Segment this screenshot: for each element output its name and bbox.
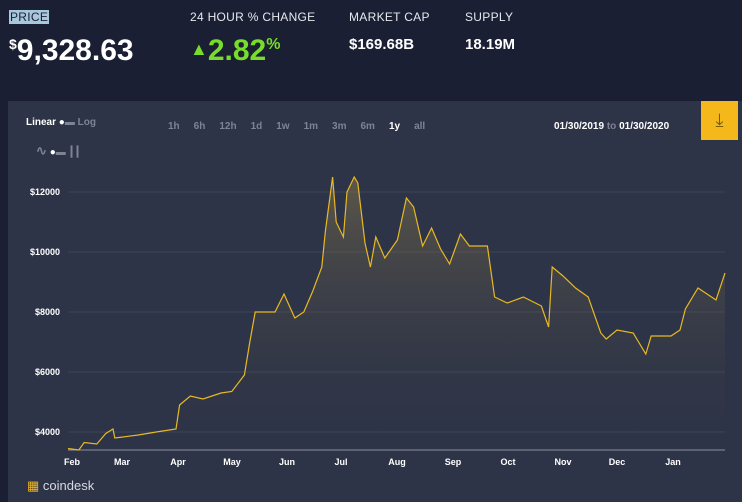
download-button[interactable]: ⤓ xyxy=(701,101,738,140)
arrow-up-icon: ▲ xyxy=(190,39,208,59)
x-tick-label: Jul xyxy=(334,457,347,467)
range-1m[interactable]: 1m xyxy=(303,121,319,132)
date-to-word: to xyxy=(606,121,617,132)
market-cap-stat: MARKET CAP $169.68B xyxy=(349,10,430,53)
x-tick-label: Feb xyxy=(64,457,81,467)
scale-toggle[interactable]: Linear ●▬ Log xyxy=(26,117,96,128)
x-tick-label: Nov xyxy=(554,457,571,467)
range-all[interactable]: all xyxy=(414,121,426,132)
download-icon: ⤓ xyxy=(715,110,724,130)
range-12h[interactable]: 12h xyxy=(219,121,237,132)
coindesk-logo-icon: ▦ xyxy=(27,478,40,493)
price-line xyxy=(67,175,726,451)
linear-label: Linear xyxy=(26,117,57,128)
price-stat: PRICE $9,328.63 xyxy=(9,10,134,68)
line-chart-icon: ∿ xyxy=(36,143,47,158)
market-cap-label: MARKET CAP xyxy=(349,10,430,24)
change-label: 24 HOUR % CHANGE xyxy=(190,10,316,24)
chart-type-toggle[interactable]: ∿ ●▬ ┃┃ xyxy=(36,143,81,158)
market-cap-value: $169.68B xyxy=(349,36,415,53)
y-tick-label: $12000 xyxy=(30,187,60,197)
price-value: 9,328.63 xyxy=(16,34,134,67)
range-6h[interactable]: 6h xyxy=(193,121,206,132)
x-tick-label: Aug xyxy=(388,457,406,467)
coindesk-logo: ▦ coindesk xyxy=(27,478,94,494)
x-tick-label: Oct xyxy=(500,457,515,467)
range-1w[interactable]: 1w xyxy=(276,121,290,132)
y-tick-label: $6000 xyxy=(35,367,60,377)
price-area xyxy=(68,177,725,450)
change-value: 2.82 xyxy=(207,34,267,67)
x-tick-label: Jun xyxy=(279,457,295,467)
range-3m[interactable]: 3m xyxy=(332,121,347,132)
x-tick-label: Sep xyxy=(445,457,462,467)
y-tick-label: $8000 xyxy=(35,307,60,317)
x-tick-label: Apr xyxy=(170,457,186,467)
date-from: 01/30/2019 xyxy=(554,121,605,132)
log-label: Log xyxy=(77,117,96,128)
brand-name: coindesk xyxy=(42,478,95,493)
range-6m[interactable]: 6m xyxy=(360,121,375,132)
x-tick-label: Mar xyxy=(114,457,131,467)
candlestick-icon: ┃┃ xyxy=(68,147,81,158)
x-tick-label: Jan xyxy=(665,457,681,467)
y-tick-label: $4000 xyxy=(35,427,60,437)
currency-symbol: $ xyxy=(9,36,17,52)
supply-stat: SUPPLY 18.19M xyxy=(465,10,515,53)
price-label: PRICE xyxy=(9,10,50,24)
range-1d[interactable]: 1d xyxy=(250,121,263,132)
range-1h[interactable]: 1h xyxy=(168,121,180,132)
supply-value: 18.19M xyxy=(465,36,516,53)
range-1y[interactable]: 1y xyxy=(388,121,401,132)
date-to: 01/30/2020 xyxy=(619,121,670,132)
y-tick-label: $10000 xyxy=(30,247,60,257)
date-range[interactable]: 01/30/2019 to 01/30/2020 xyxy=(554,121,669,132)
x-tick-label: May xyxy=(223,457,241,467)
supply-label: SUPPLY xyxy=(465,10,514,24)
range-selector: 1h 6h 12h 1d 1w 1m 3m 6m 1y all xyxy=(168,121,439,132)
change-stat: 24 HOUR % CHANGE ▲2.82% xyxy=(190,10,316,68)
x-tick-label: Dec xyxy=(609,457,626,467)
change-unit: % xyxy=(266,36,281,53)
